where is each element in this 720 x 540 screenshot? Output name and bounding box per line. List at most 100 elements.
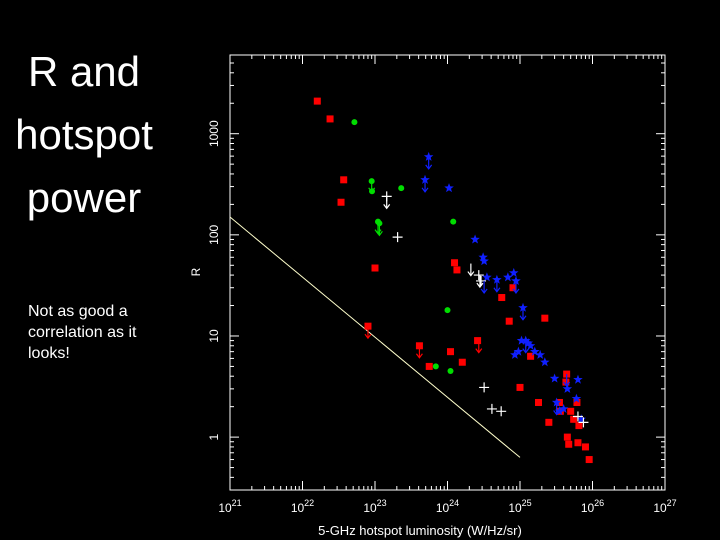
data-point-square xyxy=(527,352,535,360)
data-point-star xyxy=(444,183,454,193)
upper-limit-arrowhead xyxy=(415,353,423,359)
y-tick-label: 1000 xyxy=(207,120,221,147)
data-point-star xyxy=(518,302,528,312)
x-tick-label: 1023 xyxy=(363,498,386,515)
data-point-star xyxy=(558,403,569,413)
x-tick-base: 10 xyxy=(508,501,522,515)
x-tick-base: 10 xyxy=(218,501,232,515)
data-point-star xyxy=(562,383,573,393)
data-point-star xyxy=(513,346,524,356)
x-axis-label: 5-GHz hotspot luminosity (W/Hz/sr) xyxy=(318,523,522,538)
data-point-star xyxy=(540,357,550,367)
data-point-star xyxy=(511,276,521,285)
data-point-square xyxy=(535,398,543,406)
data-point-square xyxy=(425,362,433,370)
data-point-square xyxy=(562,378,570,386)
data-points xyxy=(313,97,593,464)
upper-limit-arrowhead xyxy=(383,204,391,210)
upper-limit-arrowhead xyxy=(425,164,433,170)
upper-limit-arrowhead xyxy=(553,410,561,416)
data-point-square xyxy=(563,433,571,441)
data-point-square xyxy=(337,198,345,206)
data-point-circle xyxy=(444,307,451,314)
x-tick-label: 1025 xyxy=(508,498,531,515)
data-point-circle xyxy=(447,368,454,375)
y-tick-label: 1 xyxy=(207,433,221,440)
data-point-star xyxy=(530,346,540,356)
data-point-square xyxy=(451,259,459,267)
x-tick-label: 1027 xyxy=(653,498,676,515)
x-tick-base: 10 xyxy=(653,501,667,515)
data-point-square xyxy=(581,443,589,451)
data-point-square xyxy=(371,264,379,272)
data-point-circle xyxy=(398,185,405,192)
data-point-star xyxy=(510,349,520,359)
x-tick-exp: 22 xyxy=(304,498,314,508)
upper-limit-arrowhead xyxy=(522,348,530,354)
data-point-star xyxy=(509,267,519,277)
upper-limit-arrowhead xyxy=(480,288,488,294)
slide-title-line: R and xyxy=(27,48,141,95)
x-tick-exp: 21 xyxy=(232,498,242,508)
slide-note: Not as good a correlation as it looks! xyxy=(28,303,137,362)
upper-limit-arrowhead xyxy=(476,282,484,289)
data-point-square xyxy=(585,456,593,464)
data-point-circle xyxy=(432,363,439,370)
x-tick-label: 1026 xyxy=(581,498,604,515)
upper-limit-arrowhead xyxy=(368,187,376,193)
data-point-plus xyxy=(578,417,589,428)
x-tick-base: 10 xyxy=(436,501,450,515)
data-point-star xyxy=(516,335,527,345)
slide-title-line: hotspot xyxy=(15,111,153,158)
data-point-square xyxy=(326,115,334,123)
data-point-star xyxy=(503,272,513,282)
data-point-star xyxy=(492,274,502,284)
upper-limit-arrowhead xyxy=(563,381,571,388)
data-point-square xyxy=(573,398,581,406)
x-tick-exp: 25 xyxy=(522,498,532,508)
x-tick-base: 10 xyxy=(363,501,377,515)
data-point-star xyxy=(571,393,582,403)
data-point-circle xyxy=(450,218,457,225)
upper-limit-arrowhead xyxy=(475,348,483,354)
data-point-plus xyxy=(473,270,484,281)
data-point-square xyxy=(516,383,524,391)
data-point-plus xyxy=(572,411,583,422)
data-point-square xyxy=(313,97,321,105)
data-point-circle xyxy=(351,119,358,126)
x-tick-exp: 26 xyxy=(594,498,604,508)
data-point-star xyxy=(573,374,583,384)
upper-limit-arrowhead xyxy=(519,315,527,321)
data-point-star xyxy=(479,256,489,266)
data-point-square xyxy=(509,284,517,292)
x-tick-base: 10 xyxy=(291,501,305,515)
upper-limit-arrowhead xyxy=(493,287,501,293)
data-point-square xyxy=(458,358,466,366)
data-point-square xyxy=(574,439,582,447)
data-point-plus xyxy=(496,406,507,417)
upper-limit-arrowhead xyxy=(467,271,475,277)
data-point-star xyxy=(420,174,430,184)
y-axis-label: R xyxy=(189,267,203,276)
data-point-plus xyxy=(392,232,403,243)
data-point-plus xyxy=(486,403,497,414)
data-point-star xyxy=(525,340,536,350)
data-point-square xyxy=(565,440,573,448)
correlation-fit-line xyxy=(229,216,521,458)
data-point-square xyxy=(567,407,575,415)
x-tick-label: 1021 xyxy=(218,498,241,515)
plot-frame xyxy=(229,54,666,491)
data-point-square xyxy=(570,415,578,423)
data-point-square xyxy=(541,314,549,322)
data-point-star xyxy=(423,151,434,161)
data-point-square xyxy=(545,418,553,426)
data-point-square xyxy=(555,398,563,406)
data-point-star xyxy=(551,397,562,407)
data-point-square xyxy=(453,266,461,274)
data-point-star xyxy=(521,335,531,345)
data-point-star xyxy=(470,234,480,244)
data-point-square xyxy=(575,422,583,430)
upper-limit-arrowhead xyxy=(364,333,372,340)
fit-line xyxy=(229,216,521,458)
upper-limit-arrowhead xyxy=(421,187,429,193)
